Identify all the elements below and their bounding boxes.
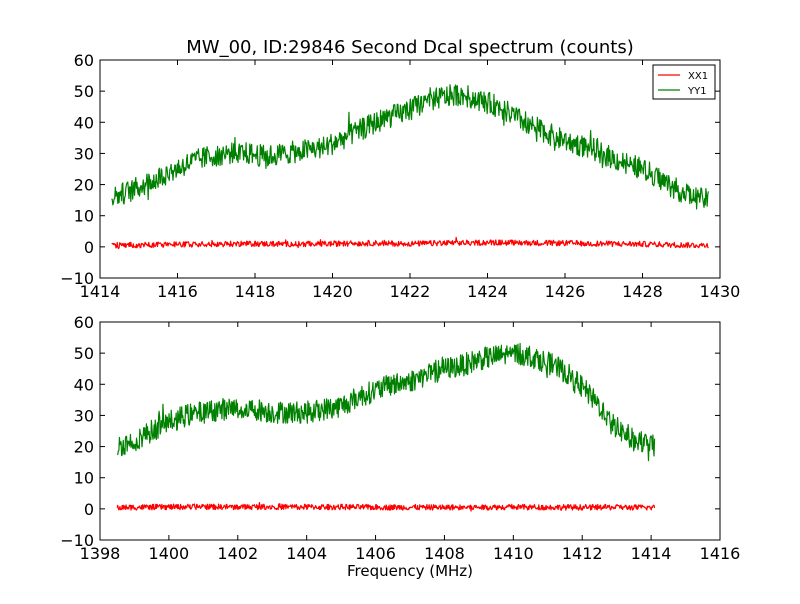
subplot-1: 1414 1416 1418 1420 1422 1424 1426 1428 1430 −10 0… bbox=[60, 51, 740, 301]
x-tick-label: 1430 bbox=[700, 282, 741, 301]
plots: 1414 1416 1418 1420 1422 1424 1426 1428 1430 −10 0… bbox=[60, 51, 740, 563]
subplot-2: 1398 1400 1402 1404 1406 1408 1410 1412 1414 1416… bbox=[60, 313, 740, 563]
y-tick-label: 60 bbox=[74, 313, 94, 332]
x-tick-label: 1412 bbox=[562, 544, 603, 563]
series-line-xx1 bbox=[111, 236, 709, 250]
y-tick-label: −10 bbox=[60, 531, 94, 550]
y-tick-label: 50 bbox=[74, 82, 94, 101]
y-tick-label: 20 bbox=[74, 438, 94, 457]
legend-label-xx1: XX1 bbox=[688, 71, 708, 82]
series-line-yy1 bbox=[111, 84, 709, 210]
x-tick-label: 1428 bbox=[622, 282, 663, 301]
legend-box bbox=[652, 64, 716, 100]
x-tick-label: 1418 bbox=[235, 282, 276, 301]
y-tick-label: 40 bbox=[74, 375, 94, 394]
y-tick-label: 30 bbox=[74, 406, 94, 425]
y-tick-label: 50 bbox=[74, 344, 94, 363]
y-tick-label: 10 bbox=[74, 469, 94, 488]
y-tick-label: −10 bbox=[60, 269, 94, 288]
y-tick-label: 60 bbox=[74, 51, 94, 70]
x-tick-label: 1414 bbox=[80, 282, 121, 301]
series-line-subplot2-1 bbox=[116, 502, 656, 512]
figure-title: MW_00, ID:29846 Second Dcal spectrum (co… bbox=[186, 37, 633, 58]
x-tick-label: 1424 bbox=[467, 282, 508, 301]
x-tick-label: 1416 bbox=[700, 544, 741, 563]
y-tick-label: 40 bbox=[74, 113, 94, 132]
x-tick-label: 1398 bbox=[80, 544, 121, 563]
y-tick-label: 0 bbox=[84, 238, 94, 257]
x-tick-label: 1408 bbox=[424, 544, 465, 563]
axes-frame bbox=[99, 321, 721, 541]
x-tick-label: 1400 bbox=[149, 544, 190, 563]
y-tick-label: 30 bbox=[74, 144, 94, 163]
x-tick-label: 1416 bbox=[157, 282, 198, 301]
y-tick-label: 0 bbox=[84, 500, 94, 519]
x-tick-label: 1402 bbox=[217, 544, 258, 563]
x-tick-label: 1426 bbox=[545, 282, 586, 301]
series-line-subplot2-2 bbox=[116, 342, 656, 462]
y-tick-label: 10 bbox=[74, 207, 94, 226]
legend-label-yy1: YY1 bbox=[687, 86, 707, 97]
y-tick-label: 20 bbox=[74, 176, 94, 195]
x-tick-label: 1420 bbox=[312, 282, 353, 301]
x-axis-label: Frequency (MHz) bbox=[347, 562, 473, 580]
x-tick-label: 1410 bbox=[493, 544, 534, 563]
x-tick-label: 1414 bbox=[631, 544, 672, 563]
x-tick-label: 1422 bbox=[390, 282, 431, 301]
x-tick-label: 1406 bbox=[355, 544, 396, 563]
x-tick-label: 1404 bbox=[286, 544, 327, 563]
